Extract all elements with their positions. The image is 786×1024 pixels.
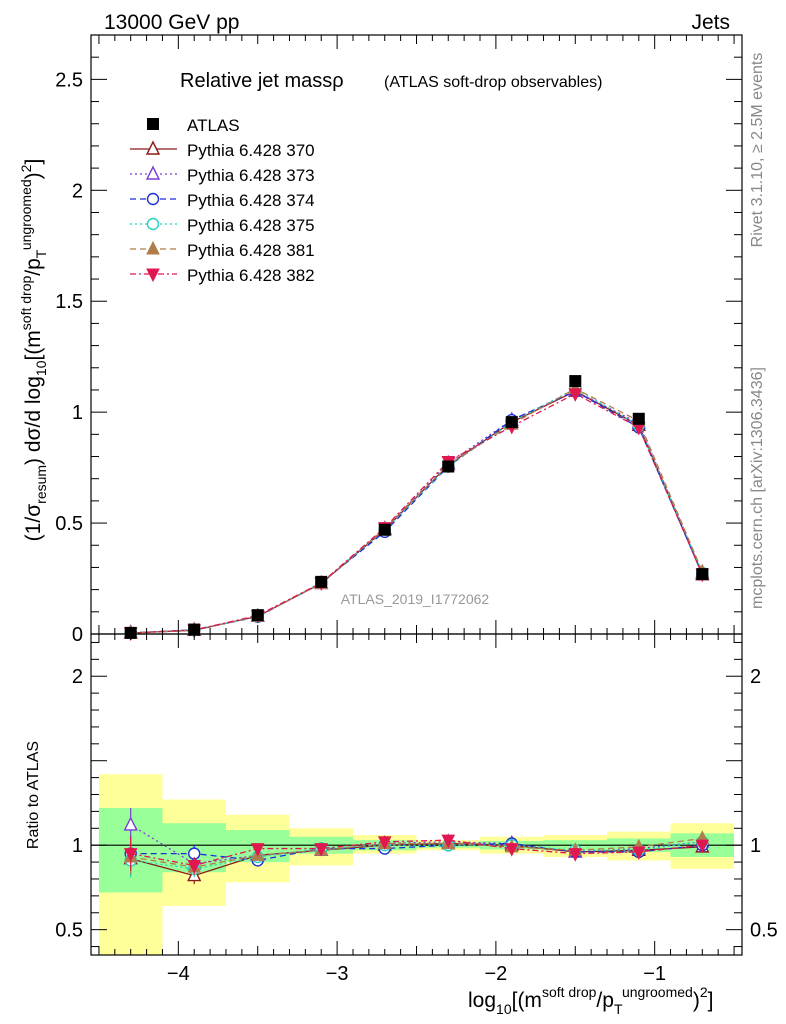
chart-subtitle: (ATLAS soft-drop observables): [384, 74, 602, 91]
ratio-ylabel: Ratio to ATLAS: [25, 741, 42, 849]
svg-text:(1/σresum) dσ/d log10[(msoft d: (1/σresum) dσ/d log10[(msoft drop/pTungr…: [18, 159, 49, 542]
atlas-data-point: [696, 568, 709, 581]
atlas-data-point: [378, 523, 391, 536]
legend-marker: [145, 165, 161, 180]
header-right: Jets: [691, 11, 730, 34]
y-tick-label-ratio: 2: [72, 666, 83, 688]
atlas-data-point: [632, 412, 645, 425]
y-tick-label-ratio-right: 2: [750, 666, 761, 688]
legend-marker: [146, 217, 160, 231]
legend-label: Pythia 6.428 382: [187, 266, 315, 285]
atlas-data-point: [315, 575, 328, 588]
series-point-ratio: [504, 843, 519, 857]
chart-title: Relative jet massρ: [180, 70, 344, 92]
series-point-ratio: [250, 843, 265, 857]
legend-atlas-label: ATLAS: [187, 116, 240, 135]
tick-layer: −4 −3 −2 −1 0 0.5 1 1.5 2 2.5 0.5 0.5 1 1 2 2: [55, 34, 778, 985]
series-point-ratio: [631, 846, 646, 861]
series-point-ratio: [187, 859, 202, 874]
analysis-watermark: ATLAS_2019_I1772062: [341, 591, 490, 607]
y-tick-label-ratio-right: 1: [750, 835, 761, 857]
atlas-data-point: [505, 416, 518, 429]
y-tick-label-ratio-right: 0.5: [750, 920, 778, 942]
legend: ATLAS Pythia 6.428 370 Pythia 6.428 373 Pyt…: [130, 116, 315, 285]
legend-marker: [145, 140, 161, 155]
y-tick-label-ratio: 0.5: [55, 920, 83, 942]
series-point-ratio: [377, 836, 392, 850]
series-line-ratio: [130, 841, 703, 870]
series-line-ratio: [130, 842, 703, 877]
main-ylabel: (1/σresum) dσ/d log10[(msoft drop/pTungr…: [18, 159, 49, 542]
ratio-frame: [90, 633, 743, 956]
series-line-ratio: [130, 824, 703, 865]
series-point-main: [568, 388, 583, 402]
main-series-layer: [123, 375, 710, 642]
series-point-ratio: [314, 843, 329, 857]
svg-text:log10[(msoft drop/pTungroomed): log10[(msoft drop/pTungroomed)2]: [468, 984, 713, 1017]
atlas-data-point: [569, 375, 582, 388]
series-line-ratio: [130, 839, 703, 867]
legend-label: Pythia 6.428 374: [187, 191, 315, 210]
legend-marker: [146, 192, 160, 206]
header-left: 13000 GeV pp: [104, 11, 239, 34]
y-tick-label-main: 2: [72, 180, 83, 202]
legend-label: Pythia 6.428 375: [187, 216, 315, 235]
y-tick-label-main: 0: [72, 624, 83, 646]
y-tick-label-main: 1: [72, 402, 83, 424]
atlas-data-point: [251, 609, 264, 622]
series-point-ratio: [568, 848, 583, 862]
x-tick-label: −3: [326, 963, 349, 985]
series-point-ratio: [695, 839, 710, 854]
rivet-label: Rivet 3.1.10, ≥ 2.5M events: [749, 53, 766, 248]
y-tick-label-main: 0.5: [55, 513, 83, 535]
x-tick-label: −2: [484, 963, 507, 985]
x-tick-label: −1: [643, 963, 666, 985]
legend-marker: [146, 268, 160, 283]
legend-label: Pythia 6.428 370: [187, 141, 315, 160]
mcplots-label: mcplots.cern.ch [arXiv:1306.3436]: [749, 367, 766, 609]
atlas-data-point: [442, 460, 455, 473]
legend-marker: [146, 240, 160, 255]
legend-label: Pythia 6.428 381: [187, 241, 315, 260]
x-tick-label: −4: [167, 963, 190, 985]
y-tick-label-main: 2.5: [55, 69, 83, 91]
y-tick-label-ratio: 1: [72, 835, 83, 857]
y-tick-label-main: 1.5: [55, 291, 83, 313]
series-point-ratio: [123, 816, 138, 831]
x-axis-label: log10[(msoft drop/pTungroomed)2]: [468, 984, 713, 1017]
series-line-ratio: [130, 842, 703, 862]
series-point-ratio: [123, 848, 138, 862]
legend-atlas-marker: [147, 118, 159, 130]
series-line-main: [130, 393, 703, 634]
series-line-main: [130, 387, 703, 634]
legend-label: Pythia 6.428 373: [187, 166, 315, 185]
series-point-ratio: [441, 834, 456, 849]
ratio-series-layer: [123, 808, 710, 885]
